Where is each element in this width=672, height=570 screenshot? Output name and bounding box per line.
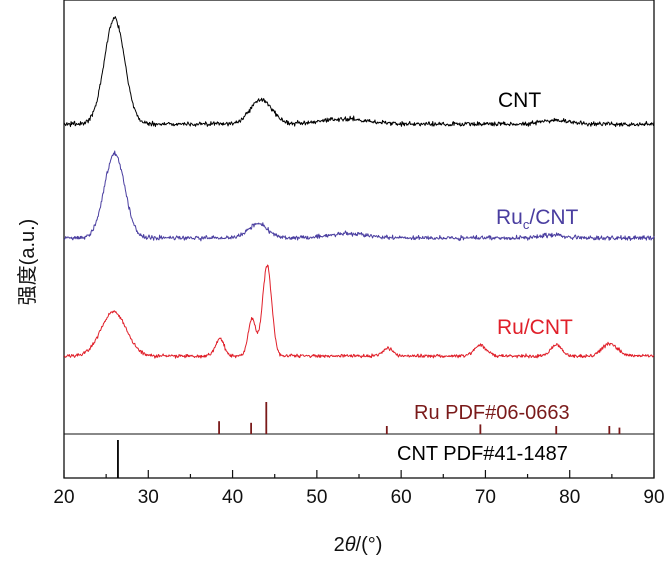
series-line-0: [63, 16, 655, 128]
x-tick-label: 60: [391, 487, 412, 508]
series-label-ru-cnt: Ru/CNT: [497, 316, 573, 339]
series-label-ruc-cnt: Ruc/CNT: [496, 206, 579, 232]
x-axis-label-suffix: /(°): [356, 534, 383, 556]
x-tick-label: 30: [138, 487, 159, 508]
series-line-1: [63, 150, 655, 242]
x-tick-label: 90: [643, 487, 664, 508]
x-axis-label-variable: θ: [345, 534, 356, 556]
series-layer: [63, 16, 655, 359]
x-tick-label: 80: [559, 487, 580, 508]
x-tick-label: 70: [475, 487, 496, 508]
x-axis-label: 2θ/(°): [334, 534, 383, 556]
x-tick-label: 40: [222, 487, 243, 508]
series-label-ruc-suffix: /CNT: [529, 206, 578, 229]
x-tick-label: 20: [53, 487, 74, 508]
reference-layer: [117, 402, 621, 478]
series-label-ruc-subscript: c: [523, 217, 530, 232]
series-label-cnt: CNT: [498, 89, 541, 112]
ref-label-ru-pdf: Ru PDF#06-0663: [414, 402, 570, 424]
x-axis: 20 30 40 50 60 70 80 90: [53, 470, 665, 508]
y-axis-label: 强度(a.u.): [16, 219, 39, 306]
series-label-ruc-base: Ru: [496, 206, 523, 229]
x-tick-label: 50: [306, 487, 327, 508]
series-line-2: [63, 264, 655, 359]
ref-label-cnt-pdf: CNT PDF#41-1487: [397, 443, 568, 465]
x-axis-label-prefix: 2: [334, 534, 345, 556]
